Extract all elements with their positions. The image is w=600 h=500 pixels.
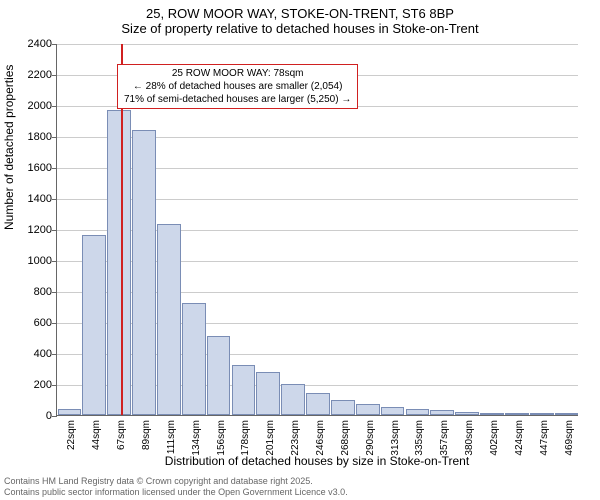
y-axis-label: Number of detached properties bbox=[2, 65, 16, 230]
y-tick-mark bbox=[52, 385, 57, 386]
histogram-bar bbox=[530, 413, 554, 415]
histogram-bar bbox=[555, 413, 579, 415]
y-tick-label: 1600 bbox=[12, 162, 52, 174]
histogram-bar bbox=[505, 413, 529, 415]
histogram-bar bbox=[132, 130, 156, 415]
chart-subtitle: Size of property relative to detached ho… bbox=[0, 21, 600, 36]
y-tick-mark bbox=[52, 292, 57, 293]
y-tick-mark bbox=[52, 137, 57, 138]
histogram-bar bbox=[306, 393, 330, 415]
plot-area: 25 ROW MOOR WAY: 78sqm← 28% of detached … bbox=[56, 44, 578, 416]
y-tick-mark bbox=[52, 44, 57, 45]
y-tick-label: 400 bbox=[12, 348, 52, 360]
histogram-bar bbox=[430, 410, 454, 415]
y-tick-label: 2400 bbox=[12, 38, 52, 50]
gridline-h bbox=[57, 44, 578, 45]
histogram-bar bbox=[406, 409, 430, 415]
y-tick-label: 1200 bbox=[12, 224, 52, 236]
y-tick-label: 1800 bbox=[12, 131, 52, 143]
y-tick-mark bbox=[52, 416, 57, 417]
histogram-bar bbox=[207, 336, 231, 415]
footer-line-1: Contains HM Land Registry data © Crown c… bbox=[4, 476, 348, 487]
histogram-bar bbox=[381, 407, 405, 415]
footer-line-2: Contains public sector information licen… bbox=[4, 487, 348, 498]
y-tick-mark bbox=[52, 75, 57, 76]
chart-container: 25, ROW MOOR WAY, STOKE-ON-TRENT, ST6 8B… bbox=[0, 0, 600, 500]
annotation-line-2: ← 28% of detached houses are smaller (2,… bbox=[124, 80, 351, 93]
histogram-bar bbox=[58, 409, 82, 415]
y-tick-label: 2000 bbox=[12, 100, 52, 112]
annotation-line-3: 71% of semi-detached houses are larger (… bbox=[124, 93, 351, 106]
histogram-bar bbox=[182, 303, 206, 415]
title-block: 25, ROW MOOR WAY, STOKE-ON-TRENT, ST6 8B… bbox=[0, 0, 600, 36]
histogram-bar bbox=[455, 412, 479, 415]
y-tick-mark bbox=[52, 261, 57, 262]
histogram-bar bbox=[356, 404, 380, 415]
annotation-box: 25 ROW MOOR WAY: 78sqm← 28% of detached … bbox=[117, 64, 358, 109]
histogram-bar bbox=[232, 365, 256, 415]
y-tick-label: 1400 bbox=[12, 193, 52, 205]
y-tick-label: 0 bbox=[12, 410, 52, 422]
annotation-line-1: 25 ROW MOOR WAY: 78sqm bbox=[124, 67, 351, 80]
histogram-bar bbox=[107, 110, 131, 415]
y-tick-mark bbox=[52, 230, 57, 231]
y-tick-mark bbox=[52, 323, 57, 324]
y-tick-label: 2200 bbox=[12, 69, 52, 81]
y-tick-mark bbox=[52, 168, 57, 169]
y-tick-label: 800 bbox=[12, 286, 52, 298]
y-tick-label: 600 bbox=[12, 317, 52, 329]
y-tick-label: 1000 bbox=[12, 255, 52, 267]
histogram-bar bbox=[331, 400, 355, 416]
y-tick-label: 200 bbox=[12, 379, 52, 391]
histogram-bar bbox=[157, 224, 181, 415]
histogram-bar bbox=[82, 235, 106, 415]
footer-attribution: Contains HM Land Registry data © Crown c… bbox=[4, 476, 348, 498]
x-axis-label: Distribution of detached houses by size … bbox=[56, 454, 578, 468]
histogram-bar bbox=[256, 372, 280, 415]
y-tick-mark bbox=[52, 199, 57, 200]
histogram-bar bbox=[281, 384, 305, 415]
y-tick-mark bbox=[52, 106, 57, 107]
chart-title: 25, ROW MOOR WAY, STOKE-ON-TRENT, ST6 8B… bbox=[0, 6, 600, 21]
y-tick-mark bbox=[52, 354, 57, 355]
histogram-bar bbox=[480, 413, 504, 415]
